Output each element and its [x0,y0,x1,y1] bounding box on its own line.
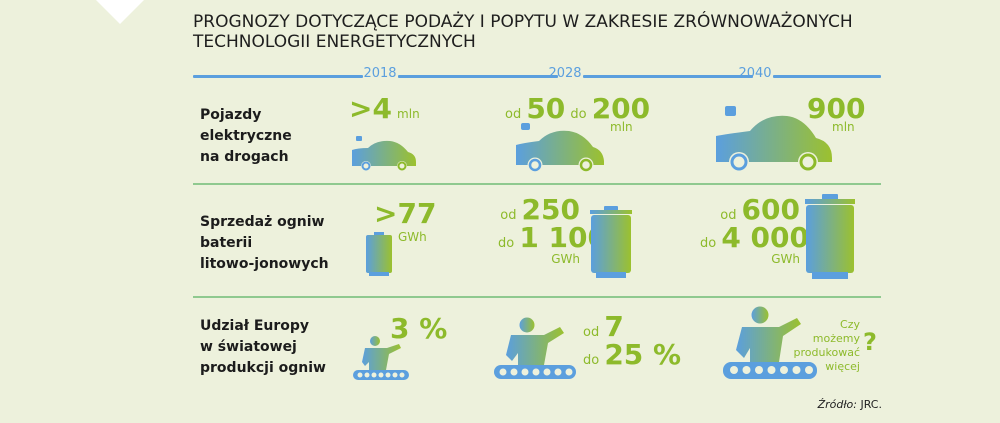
to-word: do [498,236,515,251]
top-notch-decoration [96,0,144,24]
value-to: 200 [591,92,651,125]
value-from: 50 [526,92,566,125]
label-line: baterii [200,235,253,251]
source-note: Źródło: JRC. [818,398,882,411]
from-word: od [583,325,600,340]
value-production-2028: od 7 do 25 % [583,313,681,369]
value-production-2040-question: Czy możemy produkować więcej [790,318,860,374]
value-batteries-2018: >77 [374,197,437,230]
timeline-segment [193,75,363,78]
question-line: więcej [825,360,860,373]
value-to: 25 % [604,338,682,371]
timeline-segment [773,75,881,78]
battery-icon [805,194,855,279]
question-line: produkować [793,346,860,359]
source-value: JRC. [860,398,882,411]
electric-car-icon [716,106,832,172]
title-line-2: TECHNOLOGII ENERGETYCZNYCH [193,32,476,52]
electric-car-icon [352,136,416,171]
to-word: do [700,236,717,251]
value-vehicles-2018: >4 mln [349,95,420,123]
year-2040: 2040 [738,66,772,81]
to-word: do [583,353,600,368]
value-number: 900 [807,92,866,125]
value-unit: GWh [398,230,427,244]
row-label-batteries: Sprzedaż ogniw baterii litowo-jonowych [200,212,329,275]
label-line: na drogach [200,149,289,165]
label-line: Sprzedaż ogniw [200,214,325,230]
timeline-segment [398,75,558,78]
value-unit: GWh [551,252,580,266]
page-title: PROGNOZY DOTYCZĄCE PODAŻY I POPYTU W ZAK… [193,12,853,52]
value-unit: mln [832,120,855,134]
worker-conveyor-icon [494,317,576,379]
value-unit: mln [610,120,633,134]
to-word: do [570,107,587,122]
label-line: elektryczne [200,128,292,144]
value-from: 7 [604,310,624,343]
from-word: od [720,208,737,223]
value-from: 600 [741,193,800,226]
value-to: 4 000 [721,221,809,254]
battery-icon [590,206,632,278]
value-from: 250 [521,193,580,226]
question-line: Czy [840,318,860,331]
from-word: od [505,107,522,122]
year-timeline: 2018 2028 2040 [193,64,881,86]
electric-car-icon [516,123,604,173]
value-batteries-2040: od 600 do 4 000 GWh [700,193,809,267]
label-line: w światowej [200,339,297,355]
row-divider [193,183,881,185]
value-vehicles-2028: od 50 do 200 [505,95,650,123]
battery-icon [366,232,392,276]
label-line: produkcji ogniw [200,360,326,376]
value-production-2018: 3 % [390,312,448,345]
worker-conveyor-icon [353,336,409,380]
value-batteries-2028: od 250 do 1 100 GWh [498,193,607,267]
label-line: Pojazdy [200,107,262,123]
question-mark-icon: ? [863,328,877,356]
value-unit: mln [397,107,420,121]
label-line: Udział Europy [200,318,310,334]
value-unit: GWh [771,252,800,266]
question-line: możemy [812,332,860,345]
row-label-production: Udział Europy w światowej produkcji ogni… [200,316,326,379]
year-2028: 2028 [548,66,582,81]
timeline-segment [583,75,753,78]
value-number: >4 [349,92,392,125]
title-line-1: PROGNOZY DOTYCZĄCE PODAŻY I POPYTU W ZAK… [193,12,853,32]
row-label-vehicles: Pojazdy elektryczne na drogach [200,105,292,168]
worker-conveyor-icon [723,306,817,379]
label-line: litowo-jonowych [200,256,329,272]
row-divider [193,296,881,298]
year-2018: 2018 [363,66,397,81]
value-vehicles-2040: 900 [807,95,865,123]
from-word: od [500,208,517,223]
source-label: Źródło: [817,398,857,411]
